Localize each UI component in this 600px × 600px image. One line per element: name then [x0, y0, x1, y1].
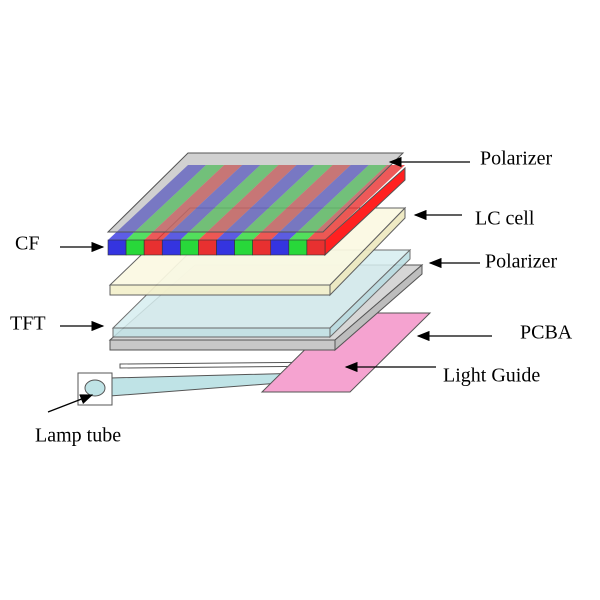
- filter-block: [288, 239, 308, 256]
- top-polarizer-layer: [106, 152, 405, 233]
- filter-stripe: [270, 165, 369, 240]
- filter-block: [234, 239, 253, 256]
- filter-stripe: [108, 165, 207, 240]
- filter-stripe: [144, 165, 243, 240]
- filter-block: [161, 239, 181, 256]
- pcba-layer: [260, 312, 432, 393]
- filter-stripe: [198, 165, 297, 240]
- filter-block: [143, 239, 163, 256]
- filter-stripe: [180, 165, 279, 240]
- filter-stripe: [306, 165, 405, 240]
- label: LC cell: [475, 208, 535, 230]
- filter-stripe: [216, 165, 315, 240]
- filter-stripe: [252, 165, 351, 240]
- filter-block: [306, 239, 326, 256]
- filter-block: [125, 239, 145, 256]
- label: Polarizer: [480, 148, 553, 170]
- filter-block: [216, 239, 235, 256]
- filter-stripe: [162, 165, 261, 240]
- label: TFT: [10, 313, 46, 335]
- filter-stripe: [288, 165, 387, 240]
- label: Lamp tube: [35, 425, 121, 447]
- arrows: [47, 156, 492, 413]
- label: PCBA: [520, 322, 573, 344]
- filter-stripe: [234, 165, 333, 240]
- filter-block: [180, 239, 199, 256]
- filter-stripe: [126, 165, 225, 240]
- filter-block: [107, 239, 127, 256]
- label: Polarizer: [485, 251, 558, 273]
- label: CF: [15, 233, 39, 255]
- filter-block: [270, 239, 290, 256]
- filter-block: [252, 239, 272, 256]
- color-filter-layer: [107, 165, 406, 257]
- label: Light Guide: [443, 365, 540, 387]
- filter-block: [198, 239, 217, 256]
